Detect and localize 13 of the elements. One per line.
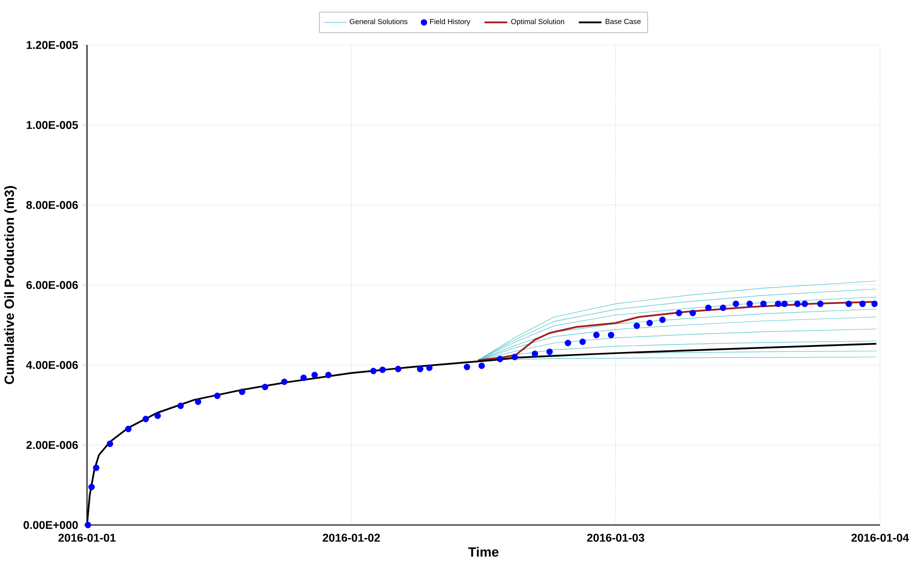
x-tick-label: 2016-01-03: [587, 534, 644, 542]
y-tick-label: 0.00E+000: [24, 520, 78, 530]
y-tick-label: 1.20E-005: [26, 40, 78, 49]
x-axis-title: Time: [468, 546, 498, 557]
y-axis-title: Cumulative Oil Production (m3): [4, 186, 17, 384]
y-tick-label: 1.00E-005: [26, 120, 78, 130]
y-tick-label: 4.00E-006: [26, 360, 78, 370]
y-tick-label: 8.00E-006: [26, 200, 78, 210]
y-tick-label: 2.00E-006: [26, 440, 78, 450]
y-tick-label: 6.00E-006: [26, 280, 78, 290]
x-tick-label: 2016-01-04: [851, 534, 909, 542]
x-tick-label: 2016-01-01: [58, 534, 116, 542]
x-tick-label: 2016-01-02: [322, 534, 380, 542]
